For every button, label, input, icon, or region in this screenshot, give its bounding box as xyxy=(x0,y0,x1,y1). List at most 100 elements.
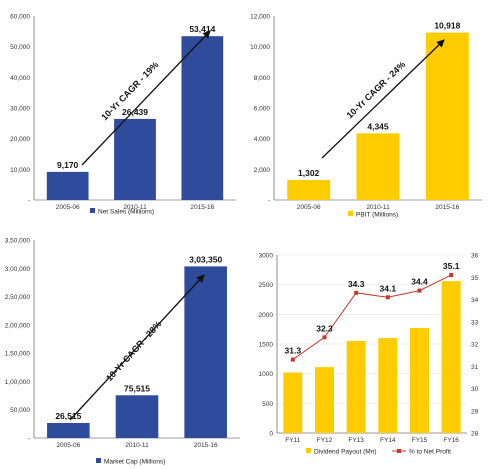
y-tick-label: 2,50,000 xyxy=(5,294,31,301)
y-tick-label: 2,000 xyxy=(254,167,271,174)
y2-tick-label: 28 xyxy=(471,431,479,438)
x-tick-label: FY13 xyxy=(348,437,364,444)
data-label: 4,345 xyxy=(367,121,389,131)
x-tick-label: 2015-16 xyxy=(194,442,218,449)
trend-arrow xyxy=(81,30,211,166)
legend-swatch xyxy=(348,211,353,216)
data-label: 26,515 xyxy=(55,411,81,421)
line-point xyxy=(354,290,359,295)
line-data-label: 34.1 xyxy=(380,283,397,293)
y-tick-label: 4,000 xyxy=(254,136,271,143)
y2-tick-label: 33 xyxy=(471,319,479,326)
line-data-label: 31.3 xyxy=(285,346,302,356)
y-tick-label: 6,000 xyxy=(254,106,271,113)
legend-label: Net Sales (Millions) xyxy=(98,209,154,216)
chart-4: 0 500 1000 1500 2000 2500 3000 FY11 FY12 FY13 FY14… xyxy=(259,253,479,456)
line-point xyxy=(385,295,390,300)
bar xyxy=(283,372,303,433)
y-tick-label: 10,000 xyxy=(250,44,270,51)
x-tick-label: FY15 xyxy=(412,437,428,444)
chart-2: - 2,000 4,000 6,000 8,000 10,000 12,000 2005-06… xyxy=(250,14,482,219)
data-label: 53,414 xyxy=(189,24,215,34)
data-label: 1,302 xyxy=(298,168,320,178)
x-tick-label: 2010-11 xyxy=(125,442,149,449)
bar xyxy=(378,338,398,433)
bar xyxy=(287,180,331,200)
legend-label: Market Cap (Millions) xyxy=(104,459,165,466)
cagr-annotation: 10-Yr CAGR - 24% xyxy=(345,59,408,120)
y-tick-label: 0 xyxy=(269,431,273,438)
y-tick-label: 2,00,000 xyxy=(5,322,31,329)
x-tick-label: FY11 xyxy=(285,437,300,444)
bar xyxy=(410,327,429,433)
x-tick-label: 2005-06 xyxy=(297,204,321,211)
y-tick-label: 50,000 xyxy=(10,407,30,414)
y-tick-label: 2000 xyxy=(259,312,274,319)
legend-swatch xyxy=(96,458,101,463)
trend-arrow xyxy=(321,39,445,159)
x-tick-label: 2005-06 xyxy=(56,204,80,211)
bar xyxy=(115,395,159,438)
data-label: 75,515 xyxy=(124,383,150,393)
line-data-label: 34.4 xyxy=(411,277,428,287)
legend-label: Dividend Payout (Mn) xyxy=(314,449,377,456)
bar xyxy=(46,171,89,200)
bar xyxy=(114,118,156,200)
x-tick-label: FY12 xyxy=(317,437,333,444)
data-label: 26,439 xyxy=(122,107,148,117)
y2-tick-label: 30 xyxy=(471,386,479,393)
y-tick-label: - xyxy=(268,198,270,205)
y-tick-label: 3,00,000 xyxy=(5,266,31,273)
chart-1: - 10,000 20,000 30,000 40,000 50,000 60,000 200… xyxy=(10,14,236,216)
data-label: 10,918 xyxy=(434,21,460,31)
x-tick-label: 2010-11 xyxy=(366,204,390,211)
y2-tick-label: 34 xyxy=(471,297,479,304)
line-data-label: 32.3 xyxy=(316,323,333,333)
y2-tick-label: 36 xyxy=(471,253,479,260)
y-tick-label: - xyxy=(28,436,30,443)
line-point xyxy=(290,357,295,362)
y-tick-label: - xyxy=(28,198,30,205)
y2-tick-label: 35 xyxy=(471,275,479,282)
bar xyxy=(356,133,400,200)
y-tick-label: 1,50,000 xyxy=(5,351,31,358)
legend-swatch xyxy=(306,448,311,453)
bar xyxy=(441,281,461,433)
y-tick-label: 1500 xyxy=(259,342,274,349)
y-tick-label: 1000 xyxy=(259,371,274,378)
y-tick-label: 50,000 xyxy=(10,44,30,51)
series-line xyxy=(292,274,452,360)
y2-tick-label: 29 xyxy=(471,408,479,415)
y-tick-label: 8,000 xyxy=(254,75,271,82)
y-tick-label: 40,000 xyxy=(10,75,30,82)
y-tick-label: 1,00,000 xyxy=(5,379,31,386)
line-point xyxy=(417,288,422,293)
legend-label: PBIT (Millions) xyxy=(356,212,398,219)
x-tick-label: 2015-16 xyxy=(190,204,214,211)
y-tick-label: 60,000 xyxy=(10,14,30,21)
bar xyxy=(315,367,334,433)
bar xyxy=(425,32,469,200)
bar xyxy=(184,266,227,438)
data-label: 3,03,350 xyxy=(189,254,222,264)
x-tick-label: 2005-06 xyxy=(56,442,80,449)
y-tick-label: 30,000 xyxy=(10,106,30,113)
line-data-label: 34.3 xyxy=(348,279,365,289)
trend-arrow xyxy=(69,274,205,421)
y2-tick-label: 32 xyxy=(471,342,479,349)
legend-marker xyxy=(397,449,401,453)
y2-tick-label: 31 xyxy=(471,364,479,371)
chart-3: - 50,000 1,00,000 1,50,000 2,00,000 2,50,000 3… xyxy=(5,238,240,466)
x-tick-label: FY14 xyxy=(380,437,396,444)
line-point xyxy=(449,273,454,278)
cagr-annotation: 10-Yr CAGR - 28% xyxy=(104,319,163,383)
legend-swatch xyxy=(90,208,95,213)
y-tick-label: 3000 xyxy=(259,253,274,260)
y-tick-label: 500 xyxy=(262,401,273,408)
line-data-label: 35.1 xyxy=(443,261,460,271)
bar xyxy=(47,423,90,438)
y-tick-label: 12,000 xyxy=(250,14,270,21)
bar xyxy=(346,341,366,433)
y-tick-label: 2500 xyxy=(259,282,274,289)
